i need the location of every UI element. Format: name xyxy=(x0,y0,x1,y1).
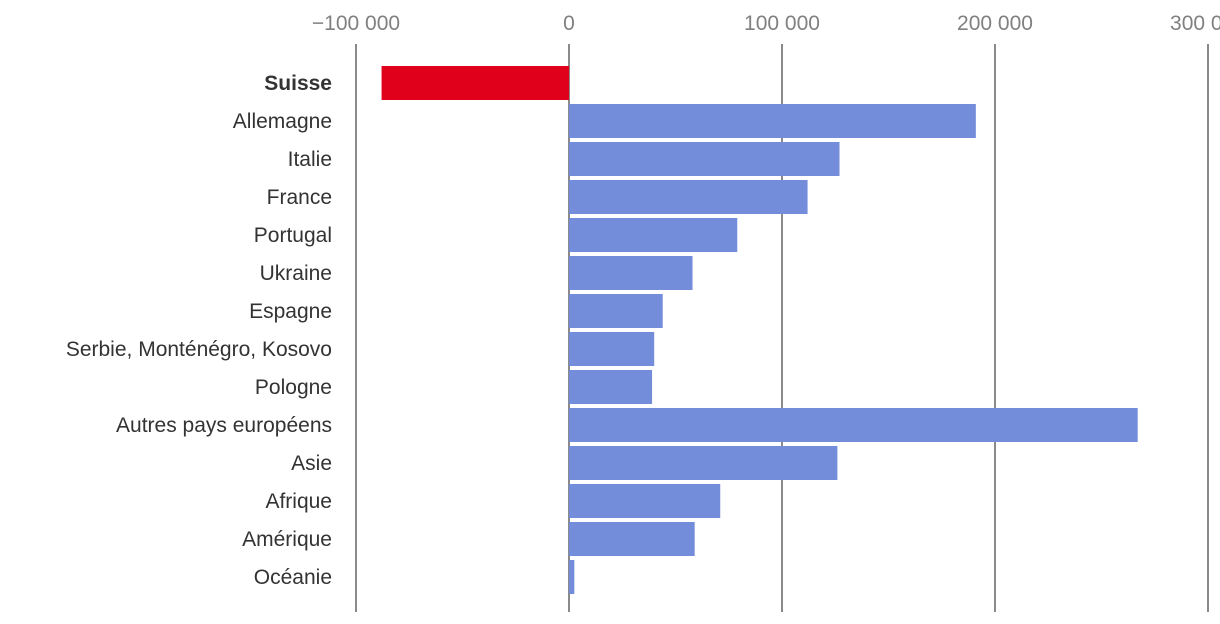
category-label-serbie-montenegro-kosovo: Serbie, Monténégro, Kosovo xyxy=(66,338,332,361)
category-label-ukraine: Ukraine xyxy=(260,262,332,285)
category-label-afrique: Afrique xyxy=(265,490,332,513)
x-tick-label: 0 xyxy=(563,12,575,35)
category-labels: Suisse Allemagne Italie France Portugal Ukrai… xyxy=(66,72,332,589)
bar-amerique xyxy=(569,522,695,556)
category-label-portugal: Portugal xyxy=(254,224,332,247)
bar-ukraine xyxy=(569,256,693,290)
bar-espagne xyxy=(569,294,663,328)
x-tick-label: −100 000 xyxy=(312,12,400,35)
category-label-suisse: Suisse xyxy=(264,72,332,95)
bar-france xyxy=(569,180,808,214)
category-label-oceanie: Océanie xyxy=(254,566,332,589)
x-tick-label: 100 000 xyxy=(744,12,820,35)
bar-afrique xyxy=(569,484,721,518)
bar-suisse xyxy=(381,66,569,100)
bar-oceanie xyxy=(569,560,575,594)
bar-autres-pays-europeens xyxy=(569,408,1138,442)
bar-pologne xyxy=(569,370,653,404)
x-tick-label: 300 000 xyxy=(1170,12,1220,35)
x-axis-tick-labels: −100 000 0 100 000 200 000 300 000 xyxy=(312,12,1220,35)
bar-allemagne xyxy=(569,104,976,138)
category-label-amerique: Amérique xyxy=(242,528,332,551)
category-label-espagne: Espagne xyxy=(249,300,332,323)
category-label-asie: Asie xyxy=(291,452,332,475)
bar-portugal xyxy=(569,218,738,252)
category-label-pologne: Pologne xyxy=(255,376,332,399)
bars xyxy=(381,66,1138,594)
category-label-italie: Italie xyxy=(288,148,332,171)
bar-italie xyxy=(569,142,840,176)
category-label-france: France xyxy=(267,186,332,209)
x-tick-label: 200 000 xyxy=(957,12,1033,35)
category-label-autres-pays-europeens: Autres pays européens xyxy=(116,414,332,437)
category-label-allemagne: Allemagne xyxy=(233,110,332,133)
bar-serbie-montenegro-kosovo xyxy=(569,332,655,366)
bar-asie xyxy=(569,446,838,480)
